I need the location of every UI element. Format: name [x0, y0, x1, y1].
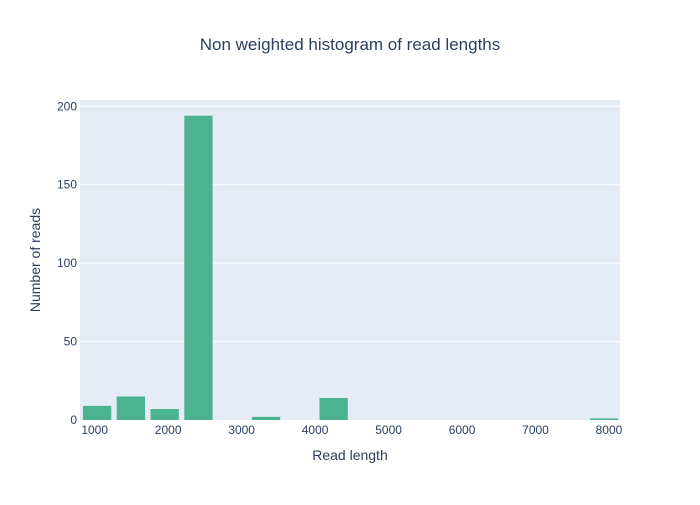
histogram-bar: [116, 396, 146, 420]
x-tick-label: 6000: [449, 423, 476, 437]
bars: [82, 115, 619, 420]
x-tick-label: 8000: [596, 423, 623, 437]
x-tick-label: 2000: [155, 423, 182, 437]
y-tick-label: 150: [57, 178, 77, 192]
y-tick-labels: 0 50 100 150 200: [57, 99, 77, 427]
x-tick-label: 7000: [522, 423, 549, 437]
histogram-bar: [82, 405, 112, 420]
plot-background: [80, 100, 620, 420]
x-tick-label: 1000: [81, 423, 108, 437]
chart-title: Non weighted histogram of read lengths: [200, 35, 501, 54]
x-axis-label: Read length: [312, 447, 388, 463]
x-tick-label: 5000: [375, 423, 402, 437]
gridlines: [80, 105, 620, 343]
histogram-bar: [589, 418, 619, 420]
y-tick-label: 50: [64, 335, 78, 349]
y-tick-label: 0: [70, 413, 77, 427]
histogram-bar: [150, 409, 179, 420]
x-tick-labels: 1000 2000 3000 4000 5000 6000 7000 8000: [81, 423, 622, 437]
y-tick-label: 100: [57, 256, 77, 270]
x-tick-label: 3000: [228, 423, 255, 437]
y-axis-label: Number of reads: [27, 208, 43, 312]
histogram-bar: [319, 398, 348, 420]
histogram-bar: [184, 115, 213, 420]
y-tick-label: 200: [57, 99, 77, 113]
histogram-bar: [251, 416, 281, 420]
x-tick-label: 4000: [302, 423, 329, 437]
